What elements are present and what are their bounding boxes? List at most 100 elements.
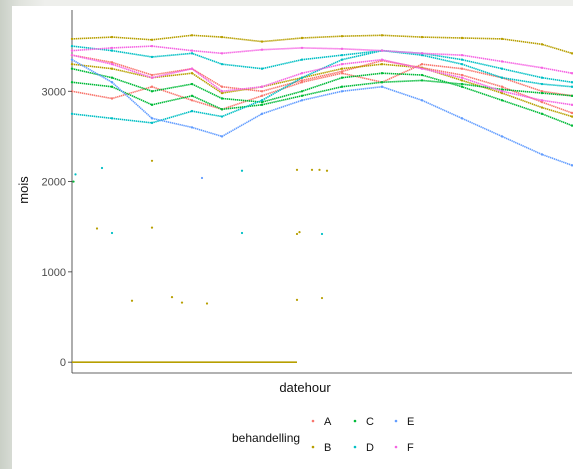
data-point-F [420, 52, 424, 55]
series-E [70, 58, 573, 167]
outlier-point-B [150, 226, 154, 229]
data-point-B [380, 34, 384, 37]
data-point-A [540, 100, 544, 104]
data-point-C [380, 72, 384, 75]
data-point-B [420, 35, 424, 39]
data-point-D [420, 53, 424, 57]
data-point-C [190, 94, 194, 97]
outlier-point-D [240, 169, 244, 172]
data-point-E [150, 117, 154, 120]
data-point-E [570, 164, 573, 167]
legend-key-D [353, 445, 357, 449]
data-point-D [570, 81, 573, 84]
outlier-point-B [180, 301, 184, 304]
data-point-C [190, 82, 194, 86]
data-point-C [420, 79, 424, 82]
data-point-F [500, 90, 504, 93]
series-trace-B [71, 63, 573, 118]
data-point-B [540, 43, 544, 46]
series-trace-A [71, 54, 573, 114]
data-point-E [190, 126, 194, 129]
data-point-F [70, 53, 74, 57]
data-point-B [300, 36, 304, 40]
data-point-B [150, 38, 154, 41]
plot-panel [72, 10, 572, 373]
legend-label: F [407, 442, 414, 454]
data-point-E [110, 81, 114, 84]
data-point-E [380, 85, 384, 88]
data-point-F [300, 72, 304, 75]
data-point-E [70, 58, 74, 61]
data-point-B [570, 52, 573, 55]
data-point-B [460, 79, 464, 82]
data-point-D [500, 76, 504, 79]
data-point-F [110, 62, 114, 66]
outlier-point-B [295, 232, 299, 236]
data-point-C [300, 94, 304, 97]
data-point-C [500, 88, 504, 91]
data-point-D [70, 44, 74, 48]
data-point-B [220, 91, 224, 95]
data-point-F [220, 90, 224, 93]
outlier-point-C [72, 180, 75, 183]
data-point-B [70, 37, 74, 41]
data-point-D [260, 99, 264, 102]
data-point-A [150, 73, 154, 77]
series-F [70, 44, 573, 75]
data-point-B [340, 67, 344, 70]
data-point-D [570, 85, 573, 88]
data-point-A [540, 90, 544, 93]
legend-item-D: D [353, 442, 374, 454]
data-point-A [110, 61, 114, 64]
legend-item-E: E [394, 416, 414, 428]
data-point-D [540, 82, 544, 86]
data-point-C [150, 90, 154, 93]
data-point-E [540, 153, 544, 156]
data-point-D [300, 58, 304, 61]
data-point-A [110, 97, 114, 100]
y-axis-title: mois [16, 176, 31, 204]
data-point-E [340, 90, 344, 93]
series-layer [70, 34, 573, 167]
data-point-E [300, 99, 304, 102]
data-point-F [260, 85, 264, 88]
outlier-point-B [95, 227, 99, 230]
data-point-C [460, 85, 464, 88]
series-trace-D [71, 49, 573, 124]
data-point-F [300, 46, 304, 50]
data-point-F [150, 76, 154, 79]
outlier-point-D [74, 173, 77, 176]
data-point-C [460, 82, 464, 86]
outlier-point-B [130, 299, 134, 302]
outlier-point-D [100, 166, 104, 170]
data-point-D [260, 67, 264, 70]
legend-label: B [324, 442, 331, 454]
data-point-D [460, 58, 464, 61]
data-point-F [380, 58, 384, 61]
data-point-D [300, 76, 304, 79]
legend: behandelling A B C D E F [232, 416, 414, 454]
data-point-D [150, 121, 154, 125]
data-point-C [300, 90, 304, 93]
series-C [70, 67, 573, 127]
data-point-F [70, 49, 74, 52]
legend-label: C [366, 416, 374, 428]
data-point-C [540, 91, 544, 95]
data-point-C [540, 112, 544, 116]
legend-key-F [394, 445, 398, 449]
data-point-D [460, 62, 464, 66]
data-point-D [220, 62, 224, 66]
data-point-A [500, 85, 504, 88]
data-point-A [460, 73, 464, 77]
data-point-B [500, 91, 504, 95]
legend-label: E [407, 416, 414, 428]
legend-item-F: F [394, 442, 414, 454]
data-point-A [260, 90, 264, 93]
data-point-A [420, 62, 424, 66]
data-point-C [70, 67, 74, 70]
data-point-F [110, 46, 114, 50]
data-point-D [220, 115, 224, 118]
outlier-point-B [170, 296, 174, 299]
data-point-F [500, 60, 504, 63]
outlier-point-D [240, 231, 244, 235]
